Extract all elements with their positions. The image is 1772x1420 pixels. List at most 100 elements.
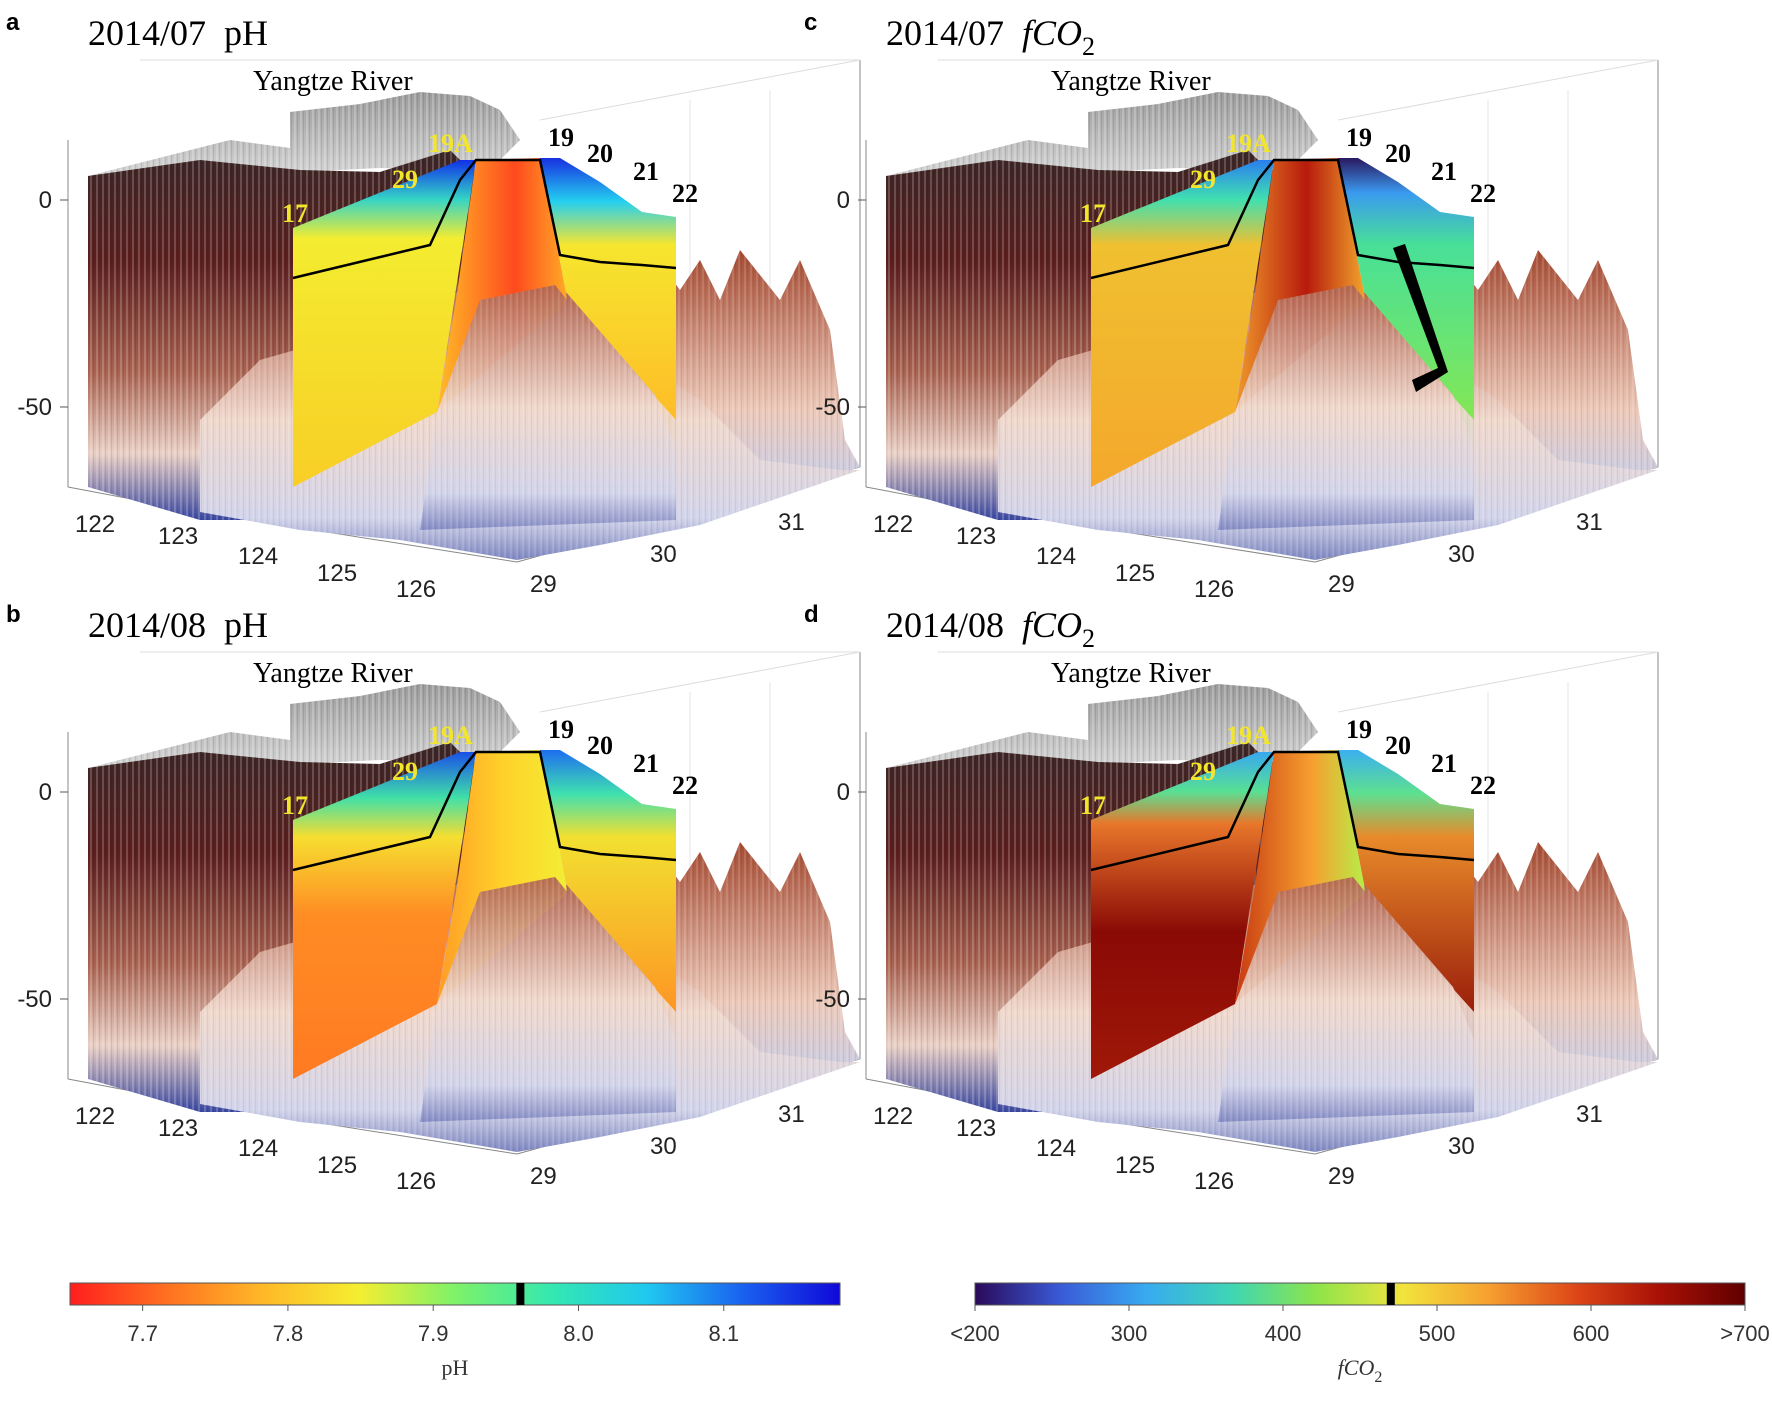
fco2-colorbar: <200 300 400 500 600 >700 fCO2 xyxy=(950,1282,1770,1386)
lon-tick-label: 122 xyxy=(75,511,115,538)
station-label-black: 20 xyxy=(1385,139,1411,168)
panel-param-sub: 2 xyxy=(1082,32,1095,61)
station-label-black: 19 xyxy=(548,123,574,152)
colorbar-tick-label: 8.0 xyxy=(563,1321,594,1346)
lat-tick-label: 31 xyxy=(1576,509,1603,536)
colorbar-tick-label: 7.7 xyxy=(127,1321,158,1346)
panel-date: 2014/07 xyxy=(88,13,206,53)
lon-tick-label: 123 xyxy=(956,1115,996,1142)
station-label-yellow: 17 xyxy=(282,199,308,228)
station-label-black: 20 xyxy=(587,731,613,760)
panel-date: 2014/08 xyxy=(88,605,206,645)
lat-tick-label: 31 xyxy=(1576,1101,1603,1128)
colorbar-tick-label: 8.1 xyxy=(708,1321,739,1346)
station-label-black: 22 xyxy=(1470,771,1496,800)
station-label-yellow: 19A xyxy=(1226,129,1271,158)
lat-tick-label: 29 xyxy=(530,1163,557,1190)
isoline-band xyxy=(1393,244,1448,392)
station-label-black: 20 xyxy=(1385,731,1411,760)
lat-tick-label: 30 xyxy=(1448,541,1475,568)
panel-letter: b xyxy=(6,601,21,628)
colorbar-label: pH xyxy=(442,1355,469,1380)
pH-colorbar: 7.7 7.8 7.9 8.0 8.1 pH xyxy=(69,1282,841,1380)
lon-tick-label: 125 xyxy=(317,1152,357,1179)
lon-tick-label: 124 xyxy=(1036,543,1076,570)
colorbar-tick-label: 400 xyxy=(1265,1321,1302,1346)
station-label-black: 21 xyxy=(633,157,659,186)
station-label-yellow: 17 xyxy=(1080,791,1106,820)
station-label-yellow: 19A xyxy=(428,129,473,158)
section-surface-right xyxy=(540,158,676,448)
lon-tick-label: 125 xyxy=(317,560,357,587)
lon-tick-label: 122 xyxy=(873,1103,913,1130)
lon-tick-label: 125 xyxy=(1115,560,1155,587)
lat-tick-label: 31 xyxy=(778,1101,805,1128)
panel-d: d 2014/08 fCO2 Yangtze River 17 29 19A 19 20 21 22… xyxy=(804,601,1659,1195)
region-label: Yangtze River xyxy=(1051,658,1211,689)
depth-tick-label: 0 xyxy=(837,187,850,214)
marker-isoline xyxy=(1090,158,1475,280)
station-label-yellow: 29 xyxy=(392,757,418,786)
panel-param: fCO xyxy=(1022,13,1082,53)
station-label-yellow: 29 xyxy=(392,165,418,194)
lon-tick-label: 126 xyxy=(396,576,436,603)
lat-tick-label: 29 xyxy=(1328,1163,1355,1190)
depth-tick-label: -50 xyxy=(17,394,52,421)
panel-letter: a xyxy=(6,9,20,36)
lon-tick-label: 126 xyxy=(396,1168,436,1195)
panel-title: 2014/07 pH xyxy=(88,13,268,53)
station-label-yellow: 17 xyxy=(1080,199,1106,228)
station-label-black: 22 xyxy=(1470,179,1496,208)
panel-param: pH xyxy=(224,605,268,645)
section-surface-right xyxy=(1338,750,1474,1040)
colorbar-tick-label: 7.8 xyxy=(273,1321,304,1346)
lat-tick-label: 29 xyxy=(1328,571,1355,598)
lon-tick-label: 126 xyxy=(1194,1168,1234,1195)
region-label: Yangtze River xyxy=(1051,66,1211,97)
lat-tick-label: 30 xyxy=(650,1133,677,1160)
panel-title: 2014/07 fCO2 xyxy=(886,13,1095,61)
section-plot-3d xyxy=(865,651,1659,1155)
depth-tick-label: 0 xyxy=(39,187,52,214)
lat-tick-label: 30 xyxy=(650,541,677,568)
colorbar-tick-label: 7.9 xyxy=(418,1321,449,1346)
station-label-black: 19 xyxy=(1346,715,1372,744)
lon-tick-label: 125 xyxy=(1115,1152,1155,1179)
panel-b: b 2014/08 pH Yangtze River 17 29 19A 19 20 21 22 0 -… xyxy=(6,601,861,1195)
station-label-black: 19 xyxy=(1346,123,1372,152)
lat-tick-label: 31 xyxy=(778,509,805,536)
panel-date: 2014/07 xyxy=(886,13,1004,53)
colorbar-threshold-marker xyxy=(1386,1283,1395,1305)
station-label-yellow: 29 xyxy=(1190,757,1216,786)
panel-param: pH xyxy=(224,13,268,53)
lon-tick-label: 124 xyxy=(238,543,278,570)
section-plot-3d xyxy=(865,59,1659,563)
station-label-black: 21 xyxy=(633,749,659,778)
region-label: Yangtze River xyxy=(253,658,413,689)
marker-isoline xyxy=(292,750,677,872)
panel-date: 2014/08 xyxy=(886,605,1004,645)
section-surface-right xyxy=(540,750,676,1040)
panel-letter: c xyxy=(804,9,817,36)
panel-title: 2014/08 fCO2 xyxy=(886,605,1095,653)
station-label-yellow: 19A xyxy=(1226,721,1271,750)
colorbar-threshold-marker xyxy=(516,1283,525,1305)
station-label-yellow: 17 xyxy=(282,791,308,820)
station-label-yellow: 19A xyxy=(428,721,473,750)
panel-param: fCO xyxy=(1022,605,1082,645)
panel-c: c 2014/07 fCO2 Yangtze River 17 29 19A 19 20 2 1 22… xyxy=(804,9,1659,603)
depth-tick-label: 0 xyxy=(837,779,850,806)
station-label-black: 22 xyxy=(672,771,698,800)
station-label-black: 19 xyxy=(548,715,574,744)
depth-tick-label: -50 xyxy=(815,986,850,1013)
lon-tick-label: 122 xyxy=(75,1103,115,1130)
lon-tick-label: 123 xyxy=(158,1115,198,1142)
station-label-black: 21 xyxy=(1431,749,1457,778)
depth-tick-label: -50 xyxy=(815,394,850,421)
panel-letter: d xyxy=(804,601,819,628)
panel-a: a 2014/07 pH Yangtze River 17 29 19A 19 20 21 22 0 -… xyxy=(6,9,861,603)
marker-isoline xyxy=(292,158,677,280)
lon-tick-label: 122 xyxy=(873,511,913,538)
colorbar-tick-label: <200 xyxy=(950,1321,1000,1346)
